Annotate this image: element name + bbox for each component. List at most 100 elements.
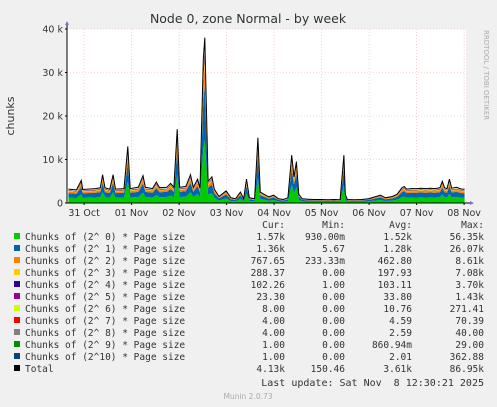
legend: Cur: Min: Avg: Max: Chunks of (2^ 0) * Page … [14,220,484,375]
x-tick-label: 04 Nov [257,208,291,219]
legend-value-max: 8.61k [455,256,484,267]
legend-value-min: 150.46 [311,364,346,375]
x-tick-label: 31 Oct [68,208,100,219]
legend-value-cur: 23.30 [256,292,285,303]
legend-swatch [14,257,20,263]
y-tick-label: 30 k [42,68,63,79]
legend-swatch [14,365,20,371]
legend-label: Chunks of (2^ 2) * Page size [25,256,185,267]
x-tick-label: 01 Nov [115,208,149,219]
legend-value-avg: 197.93 [378,268,412,279]
x-tick-label: 06 Nov [352,208,386,219]
legend-swatch [14,353,20,359]
y-tick-label: 10 k [42,155,63,166]
legend-value-min: 1.00 [322,280,345,291]
legend-swatch [14,281,20,287]
legend-value-avg: 1.28k [383,244,412,255]
legend-value-avg: 10.76 [383,304,412,315]
legend-value-max: 26.07k [450,244,485,255]
legend-value-avg: 2.01 [389,352,412,363]
munin-footer: Munin 2.0.73 [223,392,272,401]
legend-swatch [14,341,20,347]
chart-title: Node 0, zone Normal - by week [150,11,347,26]
y-tick-label: 0 [57,199,63,210]
legend-value-avg: 4.59 [389,316,412,327]
legend-value-max: 29.00 [455,340,484,351]
x-axis-arrow [470,201,474,205]
x-tick-label: 02 Nov [162,208,196,219]
y-axis-arrow [65,21,69,25]
legend-label: Chunks of (2^ 7) * Page size [25,316,185,327]
legend-value-max: 86.95k [450,364,485,375]
legend-swatch [14,305,20,311]
legend-value-min: 0.00 [322,328,345,339]
legend-value-avg: 462.80 [378,256,413,267]
legend-header-max: Max: [461,220,484,231]
legend-value-max: 40.00 [455,328,484,339]
legend-value-avg: 1.52k [383,232,412,243]
legend-value-min: 0.00 [322,340,345,351]
legend-value-max: 362.88 [450,352,485,363]
total-line [68,37,465,201]
legend-swatch [14,317,20,323]
y-tick-labels: 0 10 k 20 k 30 k 40 k [42,25,63,210]
legend-value-min: 233.33m [305,256,345,267]
legend-value-cur: 1.36k [256,244,285,255]
y-tick-label: 40 k [42,25,63,36]
legend-value-min: 0.00 [322,304,345,315]
legend-value-max: 56.35k [450,232,485,243]
legend-value-min: 0.00 [322,352,345,363]
legend-value-avg: 2.59 [389,328,412,339]
stacked-areas [68,37,465,203]
legend-value-avg: 103.11 [378,280,413,291]
axes [65,21,474,205]
legend-swatch [14,233,20,239]
x-tick-label: 05 Nov [305,208,339,219]
legend-value-min: 0.00 [322,268,345,279]
legend-label: Total [25,364,54,375]
legend-value-cur: 767.65 [251,256,285,267]
x-tick-label: 07 Nov [400,208,434,219]
legend-value-avg: 33.80 [383,292,412,303]
legend-value-cur: 102.26 [251,280,286,291]
legend-label: Chunks of (2^ 6) * Page size [25,304,185,315]
legend-header-min: Min: [322,220,345,231]
legend-value-cur: 1.00 [262,352,285,363]
y-axis-label: chunks [4,96,17,135]
x-tick-label: 03 Nov [210,208,244,219]
side-watermark: RRDTOOL / TOBI OETIKER [482,30,490,120]
legend-swatch [14,269,20,275]
legend-label: Chunks of (2^ 0) * Page size [25,232,185,243]
legend-value-avg: 3.61k [383,364,412,375]
legend-swatch [14,245,20,251]
legend-label: Chunks of (2^ 9) * Page size [25,340,185,351]
legend-swatch [14,329,20,335]
legend-value-cur: 4.00 [262,328,285,339]
legend-value-cur: 4.00 [262,316,285,327]
legend-label: Chunks of (2^ 5) * Page size [25,292,185,303]
y-tick-label: 20 k [42,112,63,123]
legend-value-cur: 1.57k [256,232,285,243]
legend-value-cur: 288.37 [251,268,285,279]
legend-value-cur: 8.00 [262,304,285,315]
legend-header-avg: Avg: [389,220,412,231]
legend-value-max: 3.70k [455,280,484,291]
last-update: Last update: Sat Nov 8 12:30:21 2025 [261,378,484,389]
legend-header-cur: Cur: [262,220,285,231]
legend-value-min: 930.00m [305,232,345,243]
legend-label: Chunks of (2^ 3) * Page size [25,268,185,279]
legend-value-avg: 860.94m [372,340,412,351]
legend-value-min: 0.00 [322,316,345,327]
legend-value-max: 70.39 [455,316,484,327]
legend-value-min: 0.00 [322,292,345,303]
legend-value-min: 5.67 [322,244,345,255]
legend-swatch [14,293,20,299]
legend-label: Chunks of (2^10) * Page size [25,352,185,363]
legend-label: Chunks of (2^ 4) * Page size [25,280,185,291]
legend-value-max: 1.43k [455,292,484,303]
legend-value-max: 7.08k [455,268,484,279]
legend-value-max: 271.41 [450,304,485,315]
x-tick-labels: 31 Oct 01 Nov 02 Nov 03 Nov 04 Nov 05 Nov 06 N… [68,208,481,219]
x-tick-label: 08 Nov [447,208,481,219]
